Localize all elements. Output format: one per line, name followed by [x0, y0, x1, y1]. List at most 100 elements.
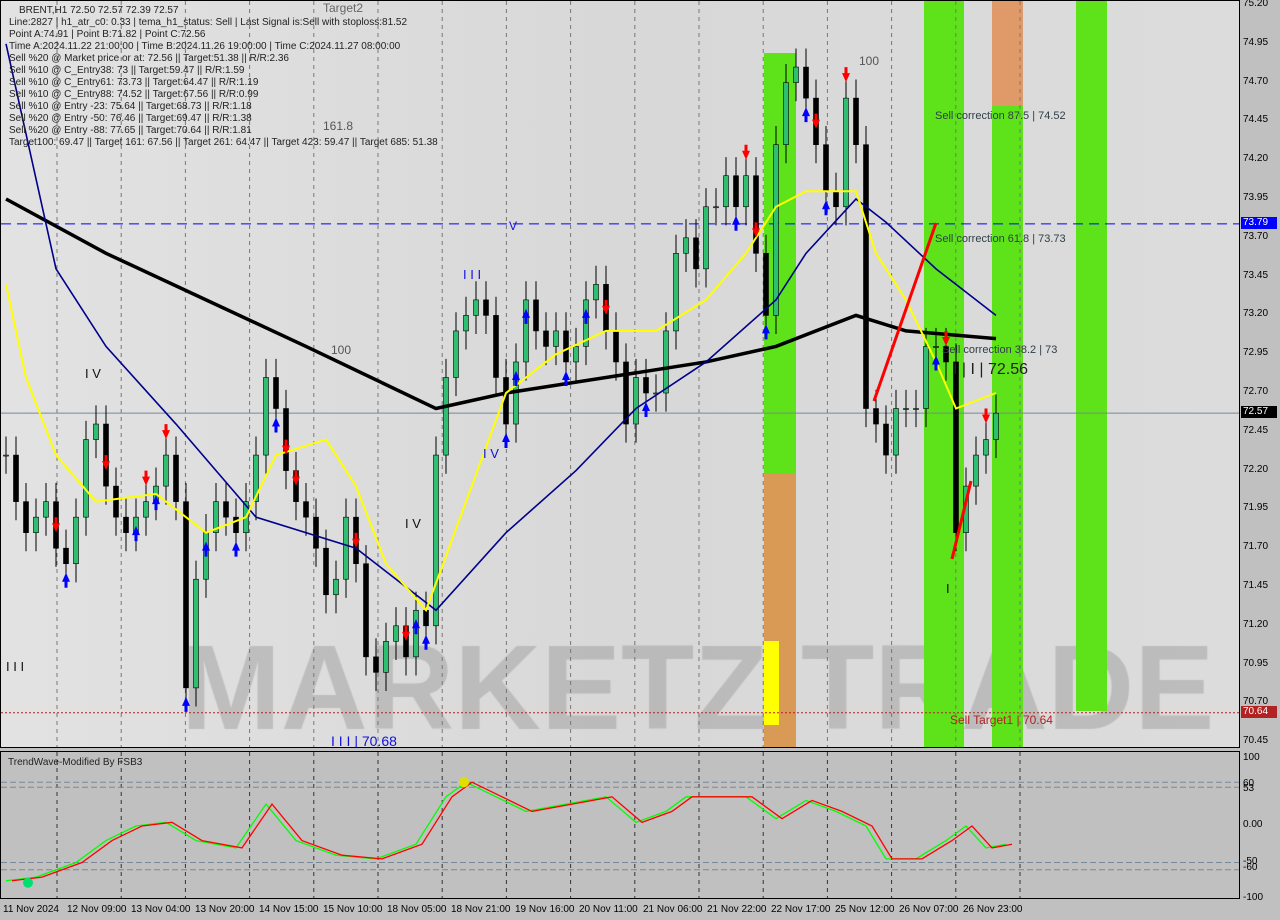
candle-body — [453, 330, 459, 378]
sell-arrow-icon — [282, 439, 290, 455]
buy-arrow-icon — [512, 370, 520, 386]
candle-body — [843, 97, 849, 208]
time-tick-label: 19 Nov 16:00 — [515, 904, 575, 915]
candle-body — [703, 206, 709, 270]
candle-body — [503, 377, 509, 425]
candle-body — [223, 501, 229, 518]
slow-ma-line — [5, 197, 997, 411]
signal-line — [5, 190, 997, 613]
price-tick-label: 75.20 — [1243, 0, 1269, 9]
info-line: Sell %10 @ C_Entry88: 74.52 || Target:67… — [9, 89, 259, 100]
buy-arrow-icon — [582, 308, 590, 324]
candle-body — [923, 346, 929, 409]
candle-body — [853, 97, 859, 145]
price-tick-label: 74.70 — [1243, 75, 1269, 87]
sell-arrow-icon — [52, 517, 60, 533]
candle-body — [373, 656, 379, 673]
sell-arrow-icon — [102, 455, 110, 471]
candle-body — [673, 253, 679, 332]
candle-body — [263, 377, 269, 456]
candle-body — [713, 206, 719, 209]
osc-signal-dot — [459, 777, 469, 788]
buy-arrow-icon — [232, 541, 240, 557]
candle-body — [193, 578, 199, 689]
candle-body — [823, 144, 829, 192]
sell-arrow-icon — [982, 408, 990, 424]
buy-arrow-icon — [422, 634, 430, 650]
candle-body — [213, 501, 219, 533]
candle-body — [23, 501, 29, 533]
sell-arrow-icon — [352, 532, 360, 548]
wave-iv-label: I V — [85, 366, 101, 381]
info-line: Line:2827 | h1_atr_c0: 0.33 | tema_h1_st… — [9, 17, 408, 28]
sell-target-tag: 70.64 — [1241, 705, 1277, 718]
info-line: Sell %20 @ Entry -88: 77.65 || Target:70… — [9, 125, 252, 136]
buy-arrow-icon — [762, 324, 770, 340]
candle-body — [183, 501, 189, 689]
candle-body — [903, 408, 909, 410]
candle-body — [943, 346, 949, 363]
candle-body — [953, 361, 959, 533]
wave-i-label: I — [946, 581, 950, 596]
sell-arrow-icon — [402, 625, 410, 641]
buy-arrow-icon — [202, 541, 210, 557]
sell-arrow-icon — [942, 330, 950, 346]
candle-body — [313, 516, 319, 549]
osc-tick-label: 0.00 — [1243, 819, 1263, 830]
candle-body — [973, 454, 979, 487]
price-tick-label: 74.20 — [1243, 153, 1269, 165]
info-line: Sell %10 @ C_Entry61: 73.73 || Target:64… — [9, 77, 259, 88]
sell-arrow-icon — [292, 470, 300, 486]
candle-body — [493, 315, 499, 378]
yellow-zone — [764, 641, 779, 725]
candle-body — [333, 578, 339, 596]
buy-arrow-icon — [802, 107, 810, 123]
candle-body — [463, 315, 469, 332]
osc-tick-label: 53 — [1243, 783, 1255, 794]
wave-a-line — [872, 222, 938, 402]
price-tick-label: 74.45 — [1243, 114, 1269, 126]
wave-iv-label: I V — [405, 516, 421, 531]
candle-body — [93, 423, 99, 440]
time-tick-label: 21 Nov 06:00 — [643, 904, 703, 915]
osc-tick-label: -100 — [1243, 892, 1264, 903]
time-tick-label: 15 Nov 10:00 — [323, 904, 383, 915]
sell-correction-382: Sell correction 38.2 | 73 — [942, 344, 1058, 356]
buy-arrow-icon — [822, 200, 830, 216]
osc-signal-dot — [23, 877, 33, 888]
info-line: Sell %10 @ Entry -23: 75.64 || Target:68… — [9, 101, 252, 112]
osc-tick-label: 100 — [1243, 752, 1260, 763]
info-line: Point A:74.91 | Point B:71.82 | Point C:… — [9, 29, 206, 40]
candle-body — [383, 641, 389, 673]
sell-arrow-icon — [752, 222, 760, 238]
candle-body — [873, 408, 879, 425]
sell-arrow-icon — [162, 424, 170, 440]
candle-body — [393, 625, 399, 642]
candle-body — [343, 516, 349, 580]
fib-100-label: 100 — [859, 54, 880, 68]
osc-red-line — [11, 781, 1013, 882]
candle-body — [783, 82, 789, 145]
fib-100-label: 100 — [331, 343, 352, 357]
sell-correction-618: Sell correction 61.8 | 73.73 — [935, 233, 1066, 245]
price-chart-pane[interactable]: BRENT,H1 72.50 72.57 72.39 72.57 Line:28… — [0, 0, 1240, 748]
sell-arrow-icon — [142, 470, 150, 486]
price-tick-label: 74.95 — [1243, 36, 1269, 48]
fast-ma-line — [5, 43, 997, 612]
time-tick-label: 18 Nov 21:00 — [451, 904, 511, 915]
time-tick-label: 25 Nov 12:00 — [835, 904, 895, 915]
candle-body — [693, 237, 699, 270]
green-zone — [1076, 1, 1107, 711]
price-chart-svg — [1, 1, 1239, 747]
candle-body — [113, 485, 119, 518]
target-label: Target2 — [323, 1, 364, 15]
fib-161-label: 161.8 — [323, 119, 354, 133]
price-tick-label: 71.95 — [1243, 502, 1269, 514]
price-tick-label: 70.70 — [1243, 696, 1269, 708]
oscillator-pane[interactable]: TrendWave-Modified By FSB3 — [0, 751, 1240, 899]
candle-body — [913, 408, 919, 410]
candle-body — [523, 299, 529, 363]
price-tick-label: 73.45 — [1243, 269, 1269, 281]
entry-level-tag: 73.79 — [1241, 216, 1277, 229]
price-tick-label: 73.95 — [1243, 192, 1269, 203]
